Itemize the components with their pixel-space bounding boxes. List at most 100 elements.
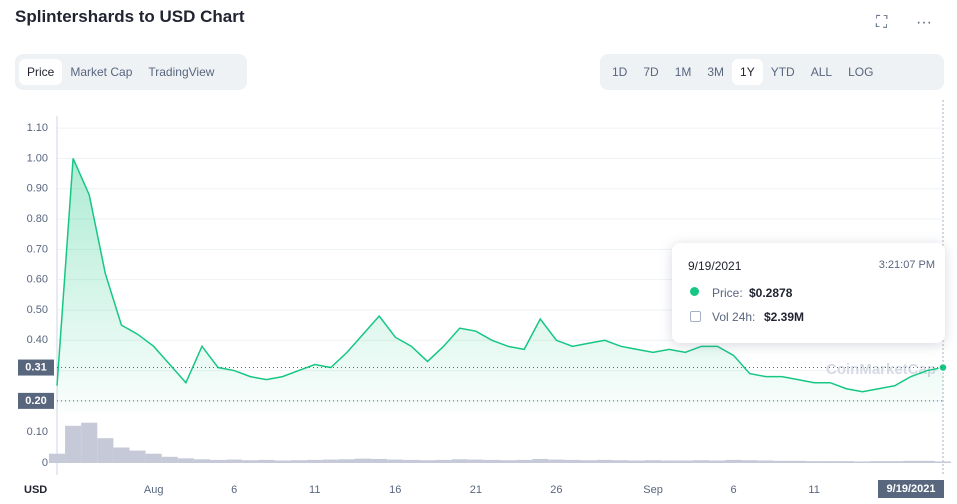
volume-bar — [644, 460, 662, 463]
volume-bar — [886, 461, 903, 463]
volume-bar — [306, 459, 323, 463]
y-tick-label: 0.80 — [27, 213, 48, 225]
tooltip-time: 3:21:07 PM — [878, 259, 935, 271]
x-tick-label: 6 — [231, 484, 237, 496]
range-button[interactable]: LOG — [848, 65, 874, 79]
volume-bar — [500, 460, 517, 463]
volume-bar — [161, 456, 178, 463]
range-button[interactable]: 1D — [612, 65, 628, 79]
x-tick-label: 11 — [808, 484, 819, 496]
volume-bar — [612, 460, 629, 463]
volume-bar — [290, 460, 307, 463]
volume-bar — [564, 459, 581, 463]
volume-bar — [371, 458, 388, 463]
volume-bar — [435, 459, 452, 463]
volume-bar — [129, 450, 146, 463]
volume-bar — [193, 459, 211, 463]
marker-box — [18, 392, 54, 409]
range-button[interactable]: YTD — [770, 65, 795, 79]
chart-title: Splintershards to USD Chart — [15, 7, 245, 26]
volume-bar — [870, 461, 887, 463]
y-tick-label: 1.10 — [27, 122, 48, 134]
volume-bar — [741, 460, 758, 463]
marker-box — [18, 359, 54, 376]
range-group: 1D 7D 1M 3M 1Y YTD ALL LOG — [600, 54, 944, 90]
volume-bar — [65, 425, 82, 463]
volume-bar — [403, 459, 420, 463]
fullscreen-icon[interactable]: ⛶ — [876, 14, 888, 31]
volume-tick-label: 0.10 — [27, 426, 48, 438]
volume-bar — [355, 458, 372, 463]
tab[interactable]: Market Cap — [70, 65, 133, 79]
marker-label: 0.31 — [25, 361, 46, 373]
price-line — [56, 158, 944, 393]
y-tick-label: 1.00 — [27, 152, 48, 164]
volume-bar — [532, 458, 549, 463]
volume-bar — [451, 459, 468, 463]
volume-bar — [145, 453, 162, 463]
volume-bar — [757, 460, 774, 463]
tab[interactable]: TradingView — [148, 65, 215, 79]
volume-bar — [177, 458, 194, 463]
volume-bar — [113, 447, 130, 463]
volume-bar — [934, 461, 952, 463]
more-icon[interactable]: ··· — [916, 14, 932, 31]
range-button[interactable]: ALL — [810, 65, 833, 79]
volume-bar — [338, 459, 356, 463]
x-tick-label: 21 — [470, 484, 482, 496]
volume-bar — [628, 460, 645, 463]
volume-bar — [242, 460, 259, 463]
range-button[interactable]: 7D — [643, 65, 659, 79]
x-tick-label: Sep — [643, 484, 663, 496]
volume-bar — [773, 460, 790, 463]
x-tick-label: 6 — [731, 484, 737, 496]
volume-bar — [709, 460, 726, 463]
volume-bar — [789, 460, 807, 463]
price-label: Price: — [712, 286, 743, 300]
currency-label: USD — [24, 484, 47, 496]
volume-bar — [483, 459, 500, 463]
tooltip-date: 9/19/2021 — [688, 259, 742, 273]
x-tick-label: 26 — [550, 484, 562, 496]
marker-label: 0.20 — [25, 395, 46, 407]
volume-bar — [210, 459, 227, 463]
y-tick-label: 0.70 — [27, 243, 48, 255]
volume-bar — [806, 461, 823, 463]
y-tick-label: 0.90 — [27, 183, 48, 195]
x-tick-label: Aug — [144, 484, 164, 496]
volume-bar — [902, 460, 919, 463]
volume-bar — [580, 460, 597, 463]
tooltip: 9/19/2021 3:21:07 PM Price: $0.2878 Vol … — [672, 243, 945, 343]
range-button[interactable]: 1M — [674, 65, 692, 79]
price-dot — [690, 287, 699, 296]
volume-bar — [419, 460, 436, 463]
volume-bar — [661, 460, 678, 463]
volume-bar — [838, 461, 855, 463]
volume-value: $2.39M — [764, 310, 805, 324]
y-tick-label: 0.40 — [27, 334, 48, 346]
volume-tick-label: 0 — [42, 457, 48, 469]
volume-bar — [822, 461, 839, 463]
volume-bar — [81, 422, 98, 463]
volume-bar — [322, 459, 339, 463]
y-tick-label: 0.60 — [27, 274, 48, 286]
volume-bar — [258, 459, 275, 463]
x-tick-label: 16 — [389, 484, 401, 496]
range-button[interactable]: 1Y — [732, 59, 763, 85]
volume-bar — [48, 453, 66, 463]
volume-bar — [97, 438, 114, 463]
volume-bar — [226, 459, 243, 463]
volume-icon — [690, 311, 701, 322]
volume-bar — [596, 459, 613, 463]
tab-group: Price Market Cap TradingView — [15, 54, 247, 90]
x-tick-label: 11 — [309, 484, 320, 496]
volume-label: Vol 24h: — [712, 310, 756, 324]
volume-bar — [387, 459, 404, 463]
end-date-label: 9/19/2021 — [887, 483, 936, 495]
volume-bar — [548, 459, 565, 463]
tab[interactable]: Price — [19, 59, 63, 85]
range-button[interactable]: 3M — [707, 65, 725, 79]
volume-bar — [274, 460, 291, 463]
volume-bar — [467, 459, 484, 463]
